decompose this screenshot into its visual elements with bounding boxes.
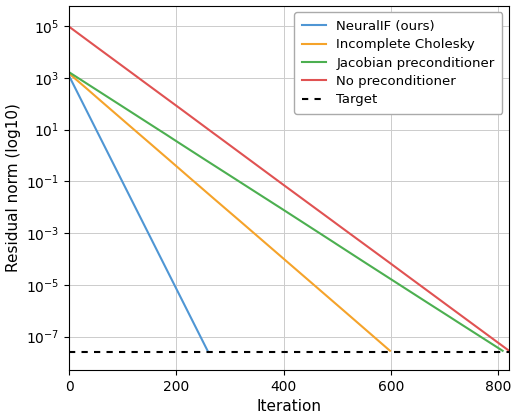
- NeuralIF (ours): [89, 118, 95, 123]
- No preconditioner: [506, 348, 512, 353]
- Incomplete Cholesky: [85, 87, 91, 92]
- No preconditioner: [254, 163, 261, 168]
- Jacobian preconditioner: [66, 70, 73, 75]
- Line: No preconditioner: No preconditioner: [69, 27, 509, 351]
- Jacobian preconditioner: [94, 88, 100, 93]
- Incomplete Cholesky: [254, 234, 261, 239]
- Incomplete Cholesky: [99, 100, 105, 105]
- NeuralIF (ours): [77, 96, 83, 101]
- Jacobian preconditioner: [499, 348, 506, 353]
- Legend: NeuralIF (ours), Incomplete Cholesky, Jacobian preconditioner, No preconditioner: NeuralIF (ours), Incomplete Cholesky, Ja…: [294, 12, 502, 114]
- Incomplete Cholesky: [387, 348, 393, 353]
- Target: [67, 349, 73, 354]
- No preconditioner: [171, 101, 177, 106]
- NeuralIF (ours): [185, 311, 192, 316]
- Line: NeuralIF (ours): NeuralIF (ours): [69, 76, 208, 351]
- Jacobian preconditioner: [396, 282, 402, 287]
- NeuralIF (ours): [66, 74, 73, 79]
- No preconditioner: [336, 223, 342, 228]
- No preconditioner: [352, 235, 358, 240]
- Target: [66, 349, 73, 354]
- No preconditioner: [185, 112, 192, 117]
- NeuralIF (ours): [205, 348, 211, 353]
- Incomplete Cholesky: [386, 347, 392, 352]
- Incomplete Cholesky: [66, 71, 73, 76]
- Line: Incomplete Cholesky: Incomplete Cholesky: [69, 74, 390, 351]
- Y-axis label: Residual norm (log10): Residual norm (log10): [6, 103, 21, 272]
- Jacobian preconditioner: [234, 178, 240, 183]
- NeuralIF (ours): [131, 202, 137, 207]
- Line: Jacobian preconditioner: Jacobian preconditioner: [69, 72, 502, 351]
- Incomplete Cholesky: [304, 277, 310, 282]
- NeuralIF (ours): [91, 124, 97, 129]
- No preconditioner: [66, 24, 73, 29]
- Incomplete Cholesky: [134, 130, 140, 135]
- Jacobian preconditioner: [169, 136, 175, 141]
- Jacobian preconditioner: [425, 301, 431, 306]
- No preconditioner: [133, 74, 139, 79]
- NeuralIF (ours): [202, 343, 208, 348]
- Jacobian preconditioner: [275, 204, 281, 209]
- X-axis label: Iteration: Iteration: [256, 399, 322, 415]
